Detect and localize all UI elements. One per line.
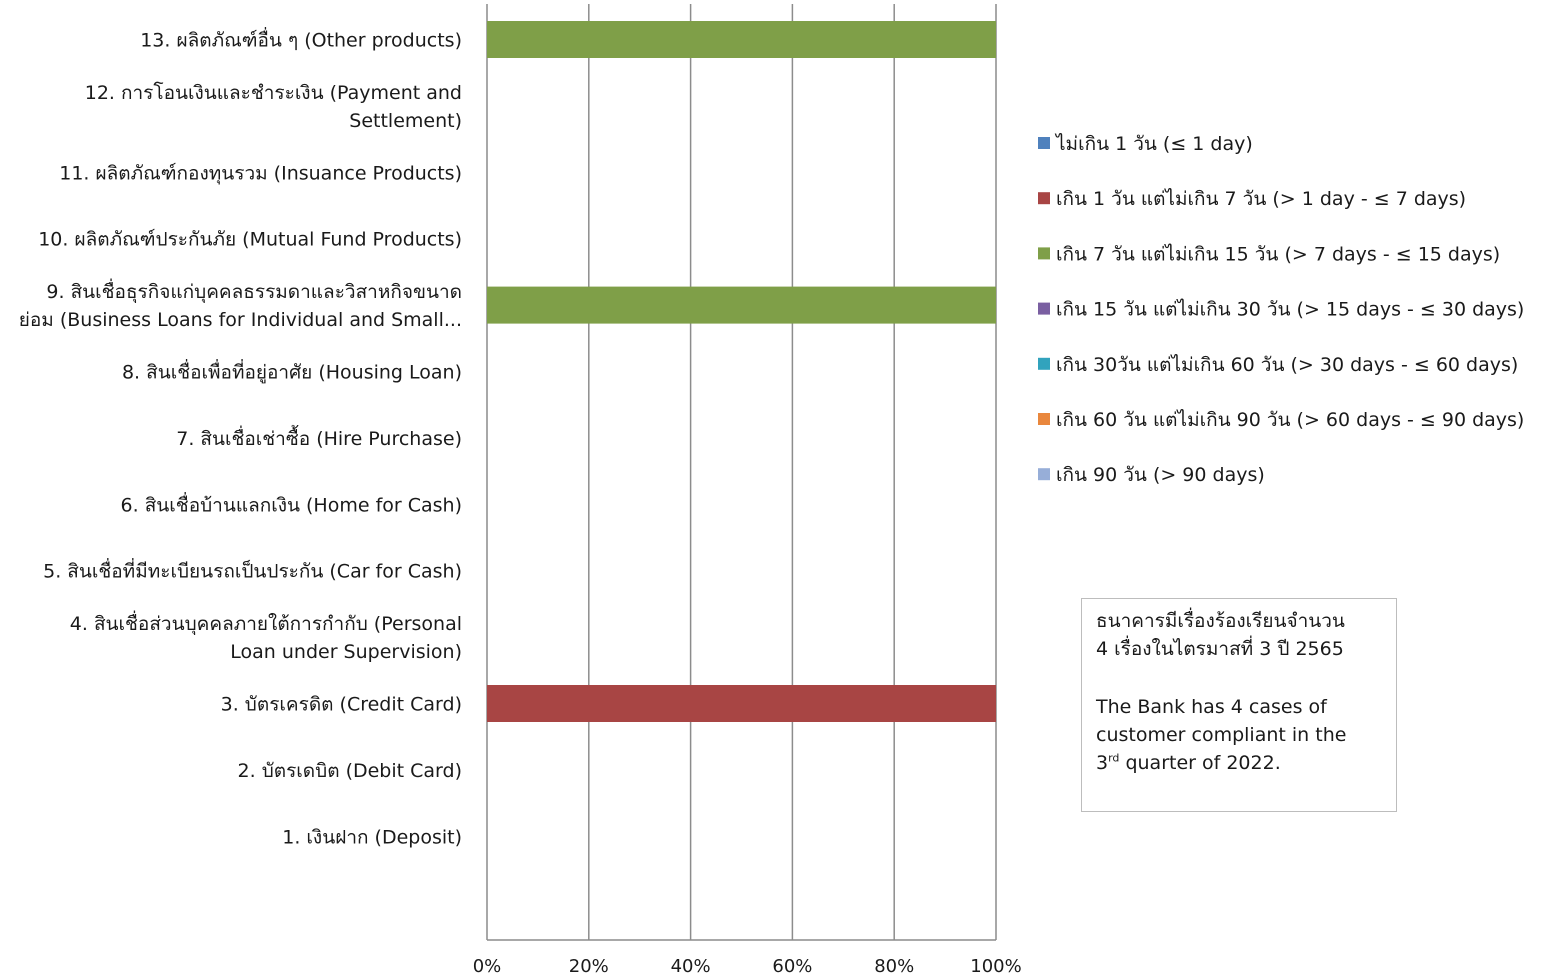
note-quarter-suffix: rd (1108, 751, 1120, 765)
category-label-line: 4. สินเชื่อส่วนบุคคลภายใต้การกำกับ (Pers… (70, 610, 462, 636)
note-quarter-rest: quarter of 2022. (1119, 752, 1281, 774)
category-label-line: 7. สินเชื่อเช่าซื้อ (Hire Purchase) (176, 425, 462, 450)
legend-label: เกิน 7 วัน แต่ไม่เกิน 15 วัน (> 7 days -… (1056, 243, 1500, 265)
bar-segment (487, 685, 996, 722)
category-label-line: 12. การโอนเงินและชำระเงิน (Payment and (85, 81, 462, 104)
category-label: 7. สินเชื่อเช่าซื้อ (Hire Purchase) (176, 425, 462, 450)
category-label-line: 13. ผลิตภัณฑ์อื่น ๆ (Other products) (140, 27, 462, 52)
category-label: 12. การโอนเงินและชำระเงิน (Payment and Se… (85, 81, 462, 132)
category-label: 9. สินเชื่อธุรกิจแก่บุคคลธรรมดาและวิสาหก… (19, 278, 462, 331)
note-line-en-2: customer compliant in the (1096, 724, 1347, 746)
category-label-line: 8. สินเชื่อเพื่อที่อยู่อาศัย (Housing Lo… (122, 359, 462, 384)
category-label-line: Settlement) (349, 110, 462, 132)
category-label: 13. ผลิตภัณฑ์อื่น ๆ (Other products) (140, 27, 462, 52)
legend-swatch (1038, 468, 1050, 481)
note-spacer (1096, 663, 1382, 693)
category-label-line: 1. เงินฝาก (Deposit) (282, 826, 462, 848)
bar-segment (487, 21, 996, 58)
category-label-line: 9. สินเชื่อธุรกิจแก่บุคคลธรรมดาและวิสาหก… (46, 278, 462, 304)
category-label: 11. ผลิตภัณฑ์กองทุนรวม (Insuance Product… (59, 162, 462, 185)
category-label: 6. สินเชื่อบ้านแลกเงิน (Home for Cash) (121, 491, 462, 516)
category-label: 1. เงินฝาก (Deposit) (282, 826, 462, 848)
x-tick-label: 20% (569, 956, 609, 976)
note-line-thai-1: ธนาคารมีเรื่องร้องเรียนจำนวน (1096, 610, 1345, 632)
note-quarter-number: 3 (1096, 752, 1109, 774)
note-line-en-3: 3rd quarter of 2022. (1096, 749, 1382, 777)
x-tick-labels: 0% 20% 40% 60% 80% 100% (473, 956, 1022, 976)
category-label: 2. บัตรเดบิต (Debit Card) (238, 760, 462, 782)
x-tick-label: 80% (874, 956, 914, 976)
category-label-line: 10. ผลิตภัณฑ์ประกันภัย (Mutual Fund Prod… (38, 229, 462, 251)
x-tick-label: 100% (970, 956, 1021, 976)
x-tick-label: 0% (473, 956, 502, 976)
legend-label: เกิน 1 วัน แต่ไม่เกิน 7 วัน (> 1 day - ≤… (1056, 188, 1466, 210)
bars (487, 21, 996, 722)
legend-label: เกิน 60 วัน แต่ไม่เกิน 90 วัน (> 60 days… (1056, 409, 1524, 431)
legend-swatch (1038, 302, 1050, 315)
category-label: 5. สินเชื่อที่มีทะเบียนรถเป็นประกัน (Car… (43, 558, 462, 583)
legend-label: เกิน 30วัน แต่ไม่เกิน 60 วัน (> 30 days … (1056, 354, 1518, 376)
category-label: 3. บัตรเครดิต (Credit Card) (221, 694, 462, 716)
category-label: 4. สินเชื่อส่วนบุคคลภายใต้การกำกับ (Pers… (70, 610, 462, 663)
legend-swatch (1038, 192, 1050, 205)
category-label-line: 6. สินเชื่อบ้านแลกเงิน (Home for Cash) (121, 491, 462, 516)
legend-label: เกิน 15 วัน แต่ไม่เกิน 30 วัน (> 15 days… (1056, 299, 1524, 321)
x-tick-label: 40% (671, 956, 711, 976)
legend-swatch (1038, 357, 1050, 370)
category-label-line: 11. ผลิตภัณฑ์กองทุนรวม (Insuance Product… (59, 162, 462, 185)
category-labels: 13. ผลิตภัณฑ์อื่น ๆ (Other products) 12. … (19, 27, 462, 849)
legend: ไม่เกิน 1 วัน (≤ 1 day) เกิน 1 วัน แต่ไม่… (1038, 133, 1524, 486)
category-label-line: Loan under Supervision) (230, 641, 462, 663)
legend-swatch (1038, 413, 1050, 425)
note-line-thai-2: 4 เรื่องในไตรมาสที่ 3 ปี 2565 (1096, 638, 1344, 660)
category-label: 8. สินเชื่อเพื่อที่อยู่อาศัย (Housing Lo… (122, 359, 462, 384)
bar-segment (487, 286, 996, 324)
x-tick-label: 60% (772, 956, 812, 976)
category-label-line: 2. บัตรเดบิต (Debit Card) (238, 760, 462, 782)
summary-note-box: ธนาคารมีเรื่องร้องเรียนจำนวน 4 เรื่องในไ… (1081, 598, 1397, 812)
category-label-line: ย่อม (Business Loans for Individual and … (19, 309, 462, 331)
gridlines (486, 4, 997, 941)
category-label-line: 3. บัตรเครดิต (Credit Card) (221, 694, 462, 716)
legend-swatch (1038, 247, 1050, 260)
legend-label: ไม่เกิน 1 วัน (≤ 1 day) (1054, 133, 1253, 155)
legend-swatch (1038, 137, 1050, 149)
note-line-en-1: The Bank has 4 cases of (1096, 696, 1327, 718)
category-label: 10. ผลิตภัณฑ์ประกันภัย (Mutual Fund Prod… (38, 229, 462, 251)
category-label-line: 5. สินเชื่อที่มีทะเบียนรถเป็นประกัน (Car… (43, 558, 462, 583)
legend-label: เกิน 90 วัน (> 90 days) (1056, 464, 1265, 486)
